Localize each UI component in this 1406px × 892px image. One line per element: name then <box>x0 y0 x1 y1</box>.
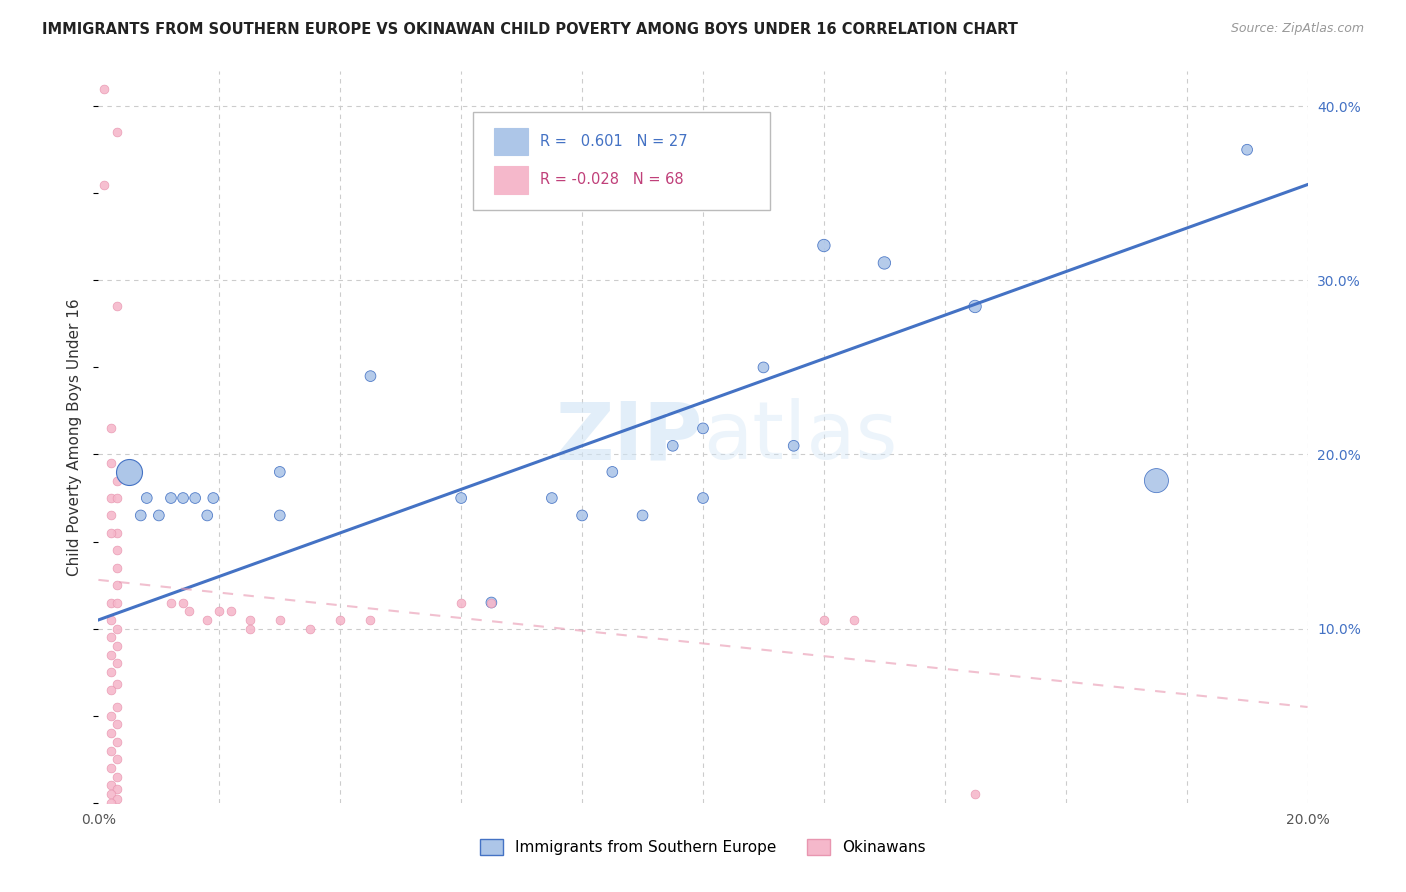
FancyBboxPatch shape <box>474 112 769 211</box>
Point <box>148 508 170 523</box>
Point <box>100 631 122 645</box>
Point <box>661 439 683 453</box>
Point <box>100 743 122 757</box>
Point <box>269 508 291 523</box>
Text: ZIP: ZIP <box>555 398 703 476</box>
Point <box>360 369 382 384</box>
Text: Source: ZipAtlas.com: Source: ZipAtlas.com <box>1230 22 1364 36</box>
Point <box>100 456 122 470</box>
Bar <box>494 128 527 155</box>
Point <box>100 613 122 627</box>
Point <box>100 726 122 740</box>
Point <box>160 491 183 505</box>
Point <box>571 508 593 523</box>
Point <box>202 491 225 505</box>
Point <box>481 595 503 609</box>
Point <box>105 657 128 671</box>
Point <box>692 491 714 505</box>
Point <box>105 781 128 796</box>
Point <box>813 238 835 252</box>
Point <box>105 300 128 314</box>
Point <box>118 465 141 479</box>
Text: atlas: atlas <box>703 398 897 476</box>
Point <box>450 491 472 505</box>
Bar <box>494 166 527 194</box>
Point <box>172 595 194 609</box>
Point <box>239 622 262 636</box>
Point <box>540 491 562 505</box>
Point <box>299 622 322 636</box>
Point <box>172 491 194 505</box>
Legend: Immigrants from Southern Europe, Okinawans: Immigrants from Southern Europe, Okinawa… <box>474 833 932 861</box>
Point <box>269 465 291 479</box>
Point <box>179 604 201 618</box>
Point <box>360 613 382 627</box>
Point <box>105 700 128 714</box>
Point <box>602 465 624 479</box>
Point <box>105 525 128 540</box>
Point <box>100 491 122 505</box>
Point <box>105 752 128 766</box>
Point <box>100 708 122 723</box>
Point <box>105 639 128 653</box>
Point <box>195 613 218 627</box>
Point <box>783 439 806 453</box>
Point <box>100 421 122 435</box>
Text: IMMIGRANTS FROM SOUTHERN EUROPE VS OKINAWAN CHILD POVERTY AMONG BOYS UNDER 16 CO: IMMIGRANTS FROM SOUTHERN EUROPE VS OKINA… <box>42 22 1018 37</box>
Point <box>844 613 866 627</box>
Point <box>105 792 128 806</box>
Point <box>195 508 218 523</box>
Point <box>221 604 243 618</box>
Point <box>208 604 231 618</box>
Point <box>239 613 262 627</box>
Point <box>100 665 122 680</box>
Point <box>93 82 115 96</box>
Y-axis label: Child Poverty Among Boys Under 16: Child Poverty Among Boys Under 16 <box>67 298 83 576</box>
Point <box>135 491 157 505</box>
Point <box>813 613 835 627</box>
Point <box>105 474 128 488</box>
Point <box>129 508 152 523</box>
Point <box>1236 143 1258 157</box>
Point <box>105 717 128 731</box>
Text: R =   0.601   N = 27: R = 0.601 N = 27 <box>540 134 688 149</box>
Point <box>105 560 128 574</box>
Point <box>100 682 122 697</box>
Point <box>100 595 122 609</box>
Point <box>100 761 122 775</box>
Point <box>692 421 714 435</box>
Text: R = -0.028   N = 68: R = -0.028 N = 68 <box>540 172 683 187</box>
Point <box>100 778 122 792</box>
Point <box>100 525 122 540</box>
Point <box>105 491 128 505</box>
Point <box>105 770 128 784</box>
Point <box>100 508 122 523</box>
Point <box>105 677 128 691</box>
Point <box>481 595 503 609</box>
Point <box>105 622 128 636</box>
Point <box>329 613 352 627</box>
Point <box>965 300 987 314</box>
Point <box>118 465 141 479</box>
Point <box>105 543 128 558</box>
Point <box>160 595 183 609</box>
Point <box>100 787 122 801</box>
Point <box>105 735 128 749</box>
Point <box>100 796 122 810</box>
Point <box>100 648 122 662</box>
Point <box>184 491 207 505</box>
Point <box>752 360 775 375</box>
Point <box>1144 474 1167 488</box>
Point <box>93 178 115 192</box>
Point <box>105 578 128 592</box>
Point <box>269 613 291 627</box>
Point <box>873 256 896 270</box>
Point <box>965 787 987 801</box>
Point <box>105 595 128 609</box>
Point <box>105 125 128 139</box>
Point <box>450 595 472 609</box>
Point <box>631 508 654 523</box>
